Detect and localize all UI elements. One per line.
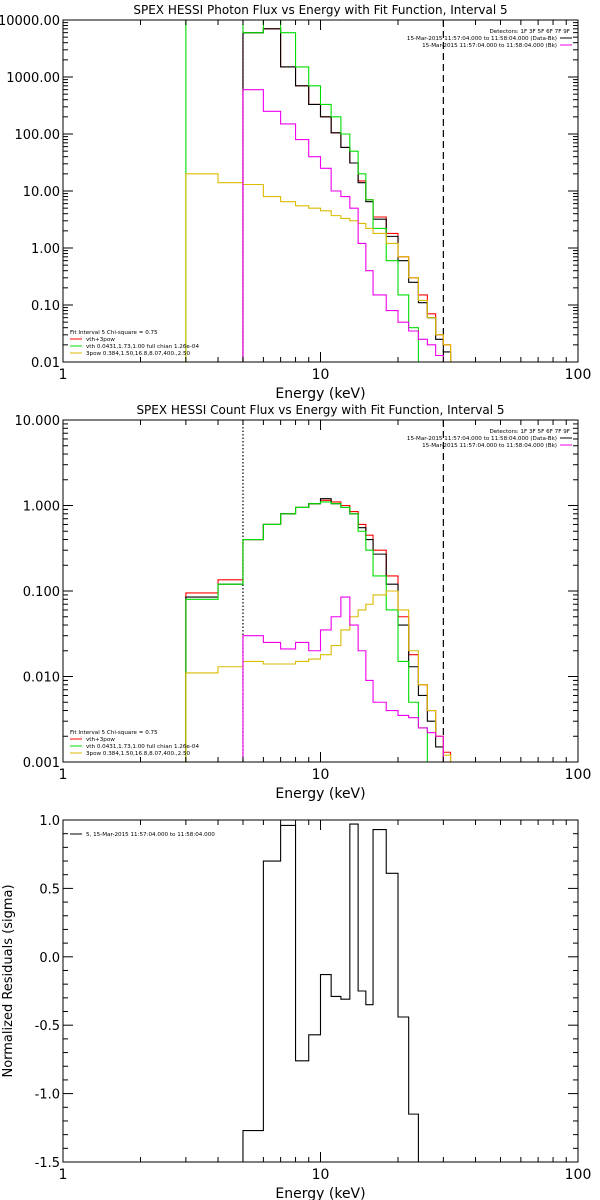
series-0 xyxy=(242,28,452,362)
x-tick-label: 100 xyxy=(565,1167,592,1183)
y-tick-label: -0.5 xyxy=(35,1019,60,1034)
x-tick-label: 1 xyxy=(59,1167,68,1183)
series-1 xyxy=(185,498,451,762)
series-1 xyxy=(242,28,452,362)
y-ticks xyxy=(63,819,578,1163)
x-tick-label: 10 xyxy=(312,367,330,383)
y-tick-label: -1.0 xyxy=(35,1088,60,1103)
count-flux-panel: 1 10 100 0.001 0.010 0.100 1.000 10.000 SPEX HES… xyxy=(15,403,592,802)
legend-entry: vth 0.0431,1.73,1.00 full chian 1.26e-04 xyxy=(86,744,199,750)
x-tick-label: 100 xyxy=(565,367,592,383)
legend-top-right: Detectors: 1F 3F 5F 6F 7F 9F15-Mar-2015 … xyxy=(407,429,572,449)
y-tick-label: -1.5 xyxy=(35,1156,60,1171)
x-tick-label: 10 xyxy=(312,767,330,783)
x-tick-label: 10 xyxy=(312,1167,330,1183)
y-tick-label: 0.0 xyxy=(39,951,60,966)
chart-title: SPEX HESSI Photon Flux vs Energy with Fi… xyxy=(133,3,507,17)
legend-entry: 3pow 0.384,1.50,16.8,8.07,400.,2.50 xyxy=(86,351,191,357)
x-axis-label: Energy (keV) xyxy=(275,386,365,402)
series-4 xyxy=(242,89,451,362)
x-ticks xyxy=(62,20,567,362)
legend-header: Detectors: 1F 3F 5F 6F 7F 9F xyxy=(489,29,570,35)
legend-header: Fit Interval 5 Chi-square = 0.75 xyxy=(70,330,158,336)
y-tick-label: 0.01 xyxy=(31,356,60,371)
y-tick-label: 0.001 xyxy=(23,756,60,771)
plot-area xyxy=(185,420,452,762)
axes-frame xyxy=(62,419,579,763)
residuals-panel: 1 10 100 -1.5 -1.0 -0.5 0.0 0.5 1.0 Energy (keV) N… xyxy=(1,814,591,1200)
series-4 xyxy=(242,596,444,762)
chart-title: SPEX HESSI Count Flux vs Energy with Fit… xyxy=(136,403,504,417)
legend-entry: vth 0.0431,1.73,1.00 full chian 1.26e-04 xyxy=(86,344,199,350)
y-tick-label: 10000.00 xyxy=(0,14,60,29)
series-2 xyxy=(185,20,436,362)
legend-top-right: Detectors: 1F 3F 5F 6F 7F 9F15-Mar-2015 … xyxy=(407,29,572,49)
x-axis-label: Energy (keV) xyxy=(275,1186,365,1200)
x-axis-label: Energy (keV) xyxy=(275,786,365,802)
legend-entry: 15-Mar-2015 11:57:04.000 to 11:58:04.000… xyxy=(407,36,557,42)
y-tick-label: 0.5 xyxy=(39,882,60,897)
legend-entry: 5, 15-Mar-2015 11:57:04.000 to 11:58:04.… xyxy=(86,832,215,838)
plot-area xyxy=(185,20,452,362)
legend-entry: vth+3pow xyxy=(86,337,115,343)
legend-entry: 3pow 0.384,1.50,16.8,8.07,400.,2.50 xyxy=(86,751,191,757)
y-tick-label: 100.00 xyxy=(15,128,61,143)
y-tick-label: 1.000 xyxy=(23,500,60,515)
y-tick-label: 1000.00 xyxy=(6,71,60,86)
legend-bottom-left: Fit Interval 5 Chi-square = 0.75vth+3pow… xyxy=(70,330,199,357)
legend-entry: 15-Mar-2015 11:57:04.000 to 11:58:04.000… xyxy=(422,43,557,49)
x-ticks xyxy=(62,820,567,1162)
legend-entry: vth+3pow xyxy=(86,737,115,743)
legend-top-left: 5, 15-Mar-2015 11:57:04.000 to 11:58:04.… xyxy=(70,832,215,838)
x-tick-label: 1 xyxy=(59,367,68,383)
legend-header: Detectors: 1F 3F 5F 6F 7F 9F xyxy=(489,429,570,435)
y-axis-label: Normalized Residuals (sigma) xyxy=(1,884,16,1077)
series-3 xyxy=(185,590,452,762)
legend-entry: 15-Mar-2015 11:57:04.000 to 11:58:04.000… xyxy=(422,443,557,449)
y-ticks xyxy=(63,22,578,363)
x-tick-label: 1 xyxy=(59,767,68,783)
y-tick-label: 10.000 xyxy=(15,414,61,429)
x-tick-label: 100 xyxy=(565,767,592,783)
plot-area xyxy=(242,823,444,1162)
y-tick-label: 0.10 xyxy=(31,299,60,314)
y-tick-label: 1.00 xyxy=(31,242,60,257)
series-0 xyxy=(242,823,444,1162)
legend-bottom-left: Fit Interval 5 Chi-square = 0.75vth+3pow… xyxy=(70,730,199,757)
x-ticks xyxy=(62,420,567,762)
y-ticks xyxy=(63,423,578,763)
y-tick-label: 1.0 xyxy=(39,814,60,829)
y-tick-label: 10.00 xyxy=(23,185,60,200)
series-3 xyxy=(185,173,452,362)
series-0 xyxy=(185,499,452,762)
y-tick-label: 0.010 xyxy=(23,671,60,686)
legend-entry: 15-Mar-2015 11:57:04.000 to 11:58:04.000… xyxy=(407,436,557,442)
legend-header: Fit Interval 5 Chi-square = 0.75 xyxy=(70,730,158,736)
y-tick-label: 0.100 xyxy=(23,585,60,600)
series-2 xyxy=(185,501,436,762)
photon-flux-panel: 1 10 100 0.01 0.10 1.00 10.00 100.00 1000.00 1000… xyxy=(0,3,591,402)
axes-frame xyxy=(62,19,579,363)
